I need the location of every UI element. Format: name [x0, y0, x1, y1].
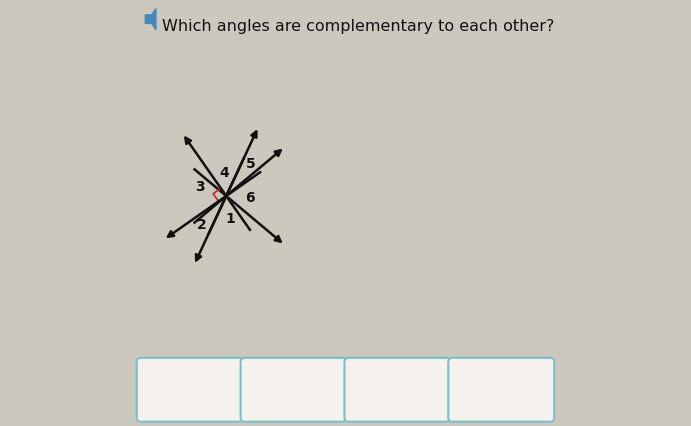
Polygon shape [145, 9, 156, 30]
FancyBboxPatch shape [448, 358, 554, 422]
Text: 5: 5 [246, 157, 256, 171]
Text: 4: 4 [219, 166, 229, 180]
Text: Which angles are complementary to each other?: Which angles are complementary to each o… [162, 19, 555, 34]
Text: ∠2 and ∠5: ∠2 and ∠5 [459, 382, 544, 397]
FancyBboxPatch shape [240, 358, 347, 422]
Text: ∠3 and ∠2: ∠3 and ∠2 [147, 382, 232, 397]
Text: 2: 2 [197, 219, 207, 232]
Text: ∠4 and ∠5: ∠4 and ∠5 [251, 382, 336, 397]
Text: 1: 1 [225, 212, 235, 226]
Text: 3: 3 [195, 180, 205, 194]
FancyBboxPatch shape [137, 358, 243, 422]
Text: ∠1 and ∠3: ∠1 and ∠3 [355, 382, 440, 397]
Text: 6: 6 [245, 191, 254, 205]
FancyBboxPatch shape [344, 358, 451, 422]
